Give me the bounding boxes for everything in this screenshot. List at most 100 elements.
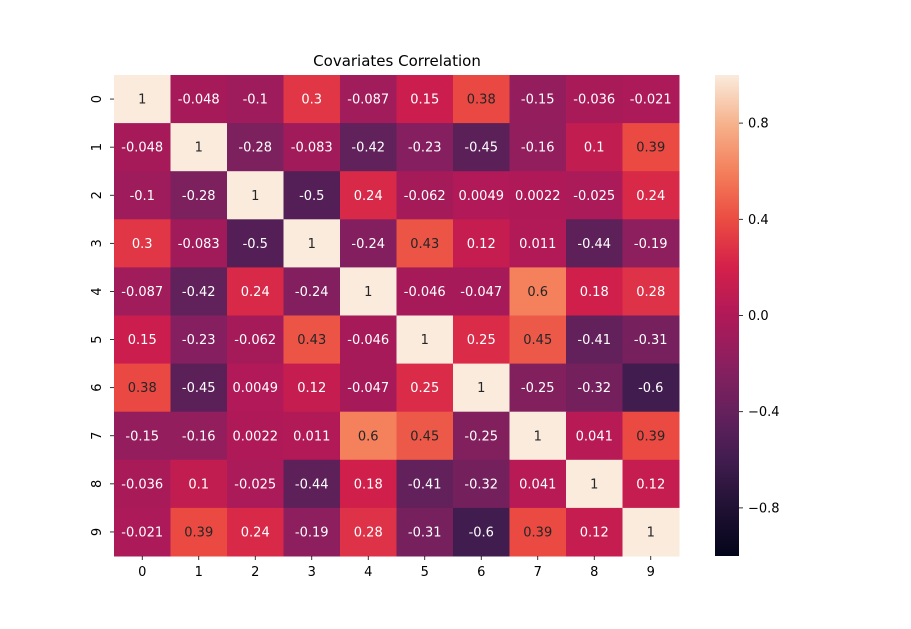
cell-value-label: 1 xyxy=(195,141,203,156)
cell-value-label: -0.15 xyxy=(125,429,159,444)
cell-value-label: 0.12 xyxy=(636,477,665,492)
heatmap-cell xyxy=(396,459,454,509)
heatmap-cell xyxy=(453,507,510,557)
heatmap-cell xyxy=(227,123,284,172)
heatmap-cell xyxy=(453,171,510,220)
cell-value-label: 1 xyxy=(421,333,429,348)
y-tick-label: 4 xyxy=(90,287,105,295)
cell-value-label: -0.31 xyxy=(408,525,442,540)
heatmap-cell xyxy=(622,75,680,124)
cell-value-label: 0.24 xyxy=(354,189,383,204)
cell-value-label: 0.15 xyxy=(128,333,157,348)
heatmap-cell xyxy=(622,219,680,268)
heatmap-cell xyxy=(509,75,567,124)
cell-value-label: 1 xyxy=(138,93,146,108)
heatmap-cell xyxy=(396,75,454,124)
cell-value-label: 0.39 xyxy=(523,525,552,540)
cell-value-label: -0.087 xyxy=(121,285,163,300)
heatmap-cell xyxy=(114,123,171,172)
heatmap-cell xyxy=(509,219,567,268)
heatmap-cell xyxy=(622,123,680,172)
heatmap-cell xyxy=(114,363,171,413)
y-tick-label: 0 xyxy=(90,95,105,103)
heatmap-cell xyxy=(114,507,171,557)
cell-value-label: -0.28 xyxy=(238,141,272,156)
cell-value-label: 0.6 xyxy=(527,285,548,300)
heatmap-cell xyxy=(453,363,510,413)
cell-value-label: -0.42 xyxy=(182,285,216,300)
heatmap-cell xyxy=(509,411,567,461)
cell-value-label: -0.1 xyxy=(130,189,155,204)
cell-value-label: 0.041 xyxy=(576,429,613,444)
cell-value-label: 0.011 xyxy=(519,237,556,252)
heatmap-cell xyxy=(622,315,680,365)
cell-value-label: -0.025 xyxy=(573,189,615,204)
x-tick-label: 4 xyxy=(364,565,372,580)
cell-value-label: 0.25 xyxy=(410,381,439,396)
heatmap-cell xyxy=(509,123,567,172)
heatmap-cell xyxy=(283,315,341,365)
cell-value-label: 0.28 xyxy=(354,525,383,540)
colorbar-tick-label: 0.8 xyxy=(748,117,769,132)
cell-value-label: -0.42 xyxy=(351,141,385,156)
heatmap-cell xyxy=(340,411,397,461)
heatmap-cell xyxy=(509,171,567,220)
heatmap-cell xyxy=(283,267,341,316)
heatmap-cell xyxy=(227,363,284,413)
cell-value-label: -0.16 xyxy=(521,141,555,156)
cell-value-label: 0.0022 xyxy=(515,189,561,204)
cell-value-label: 1 xyxy=(364,285,372,300)
cell-value-label: -0.047 xyxy=(347,381,389,396)
x-tick-label: 8 xyxy=(590,565,598,580)
heatmap-cell xyxy=(396,363,454,413)
cell-value-label: 1 xyxy=(477,381,485,396)
y-tick-label: 7 xyxy=(90,432,105,440)
cell-value-label: 0.43 xyxy=(410,237,439,252)
x-tick-label: 1 xyxy=(195,565,203,580)
cell-value-label: 0.38 xyxy=(467,93,496,108)
heatmap-cell xyxy=(227,459,284,509)
heatmap-cell xyxy=(453,267,510,316)
heatmap-cell xyxy=(453,459,510,509)
cell-value-label: 0.15 xyxy=(410,93,439,108)
heatmap-cell xyxy=(566,363,623,413)
heatmap-cell xyxy=(340,315,397,365)
cell-value-label: -0.021 xyxy=(630,93,672,108)
heatmap-cell xyxy=(170,507,228,557)
heatmap-cell xyxy=(283,75,341,124)
heatmap-cell xyxy=(622,171,680,220)
y-tick-label: 8 xyxy=(90,480,105,488)
cell-value-label: -0.087 xyxy=(347,93,389,108)
heatmap-cell xyxy=(170,171,228,220)
cell-value-label: -0.021 xyxy=(121,525,163,540)
colorbar: 0.8 0.4 0.0 −0.4 −0.8 xyxy=(715,75,780,556)
heatmap-cell xyxy=(566,459,623,509)
chart-title: Covariates Correlation xyxy=(313,52,481,70)
heatmap-cell xyxy=(170,219,228,268)
cell-value-label: -0.32 xyxy=(577,381,611,396)
cell-value-label: 0.6 xyxy=(358,429,379,444)
heatmap-cell xyxy=(114,75,171,124)
cell-value-label: 0.45 xyxy=(523,333,552,348)
heatmap-cell xyxy=(283,459,341,509)
cell-value-label: -0.41 xyxy=(577,333,611,348)
cell-value-label: -0.036 xyxy=(121,477,163,492)
cell-value-label: 0.38 xyxy=(128,381,157,396)
cell-value-label: -0.1 xyxy=(243,93,268,108)
heatmap-cell xyxy=(396,315,454,365)
colorbar-tick-label: 0.0 xyxy=(748,309,769,324)
cell-value-label: -0.16 xyxy=(182,429,216,444)
cell-value-label: -0.32 xyxy=(464,477,498,492)
cell-value-label: 0.24 xyxy=(636,189,665,204)
cell-value-label: -0.083 xyxy=(178,237,220,252)
heatmap-cell xyxy=(453,75,510,124)
cell-value-label: -0.41 xyxy=(408,477,442,492)
heatmap-cell xyxy=(227,267,284,316)
cell-value-label: -0.25 xyxy=(464,429,498,444)
heatmap-cell xyxy=(340,123,397,172)
cell-value-label: 0.39 xyxy=(184,525,213,540)
heatmap-cell xyxy=(227,171,284,220)
cell-value-label: 0.0022 xyxy=(233,429,279,444)
